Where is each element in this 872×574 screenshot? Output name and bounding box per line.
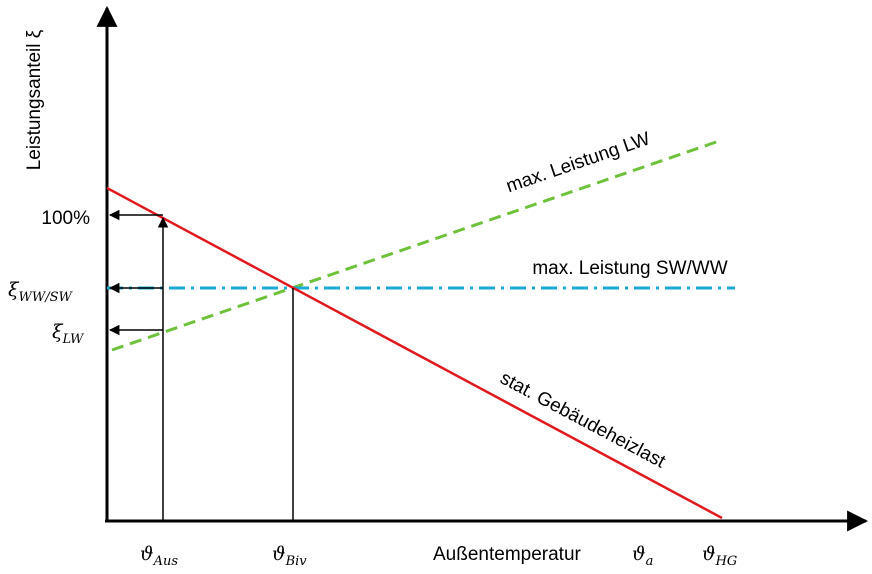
subscript: HG [715,554,738,569]
y-tick: 100% [41,208,90,229]
y-tick: ξWW/SW [8,279,73,305]
symbol: ξ [8,279,20,301]
symbol: ϑ [702,543,716,565]
heat-load-line [106,186,723,520]
subscript: WW/SW [18,290,73,305]
x-tick: ϑBiv [272,543,307,569]
x-tick: ϑHG [702,543,737,569]
line-label: stat. Gebäudeheizlast [497,368,670,473]
subscript: LW [61,332,85,347]
subscript: Biv [285,554,308,569]
line-label: max. Leistung LW [504,128,653,197]
symbol: ϑ [632,543,646,565]
x-axis-label: Außentemperatur [433,544,582,565]
y-tick: ξLW [52,321,85,347]
lw-line [111,138,723,352]
line-label: max. Leistung SW/WW [532,258,727,279]
subscript: Aus [153,554,179,569]
x-tick: ϑa [632,543,653,569]
symbol: ϑ [140,543,154,565]
symbol: ξ [52,321,64,343]
symbol: ϑ [272,543,286,565]
y-axis-label: Leistungsanteil ξ [24,29,45,170]
subscript: a [646,554,654,569]
x-tick: ϑAus [140,543,178,569]
